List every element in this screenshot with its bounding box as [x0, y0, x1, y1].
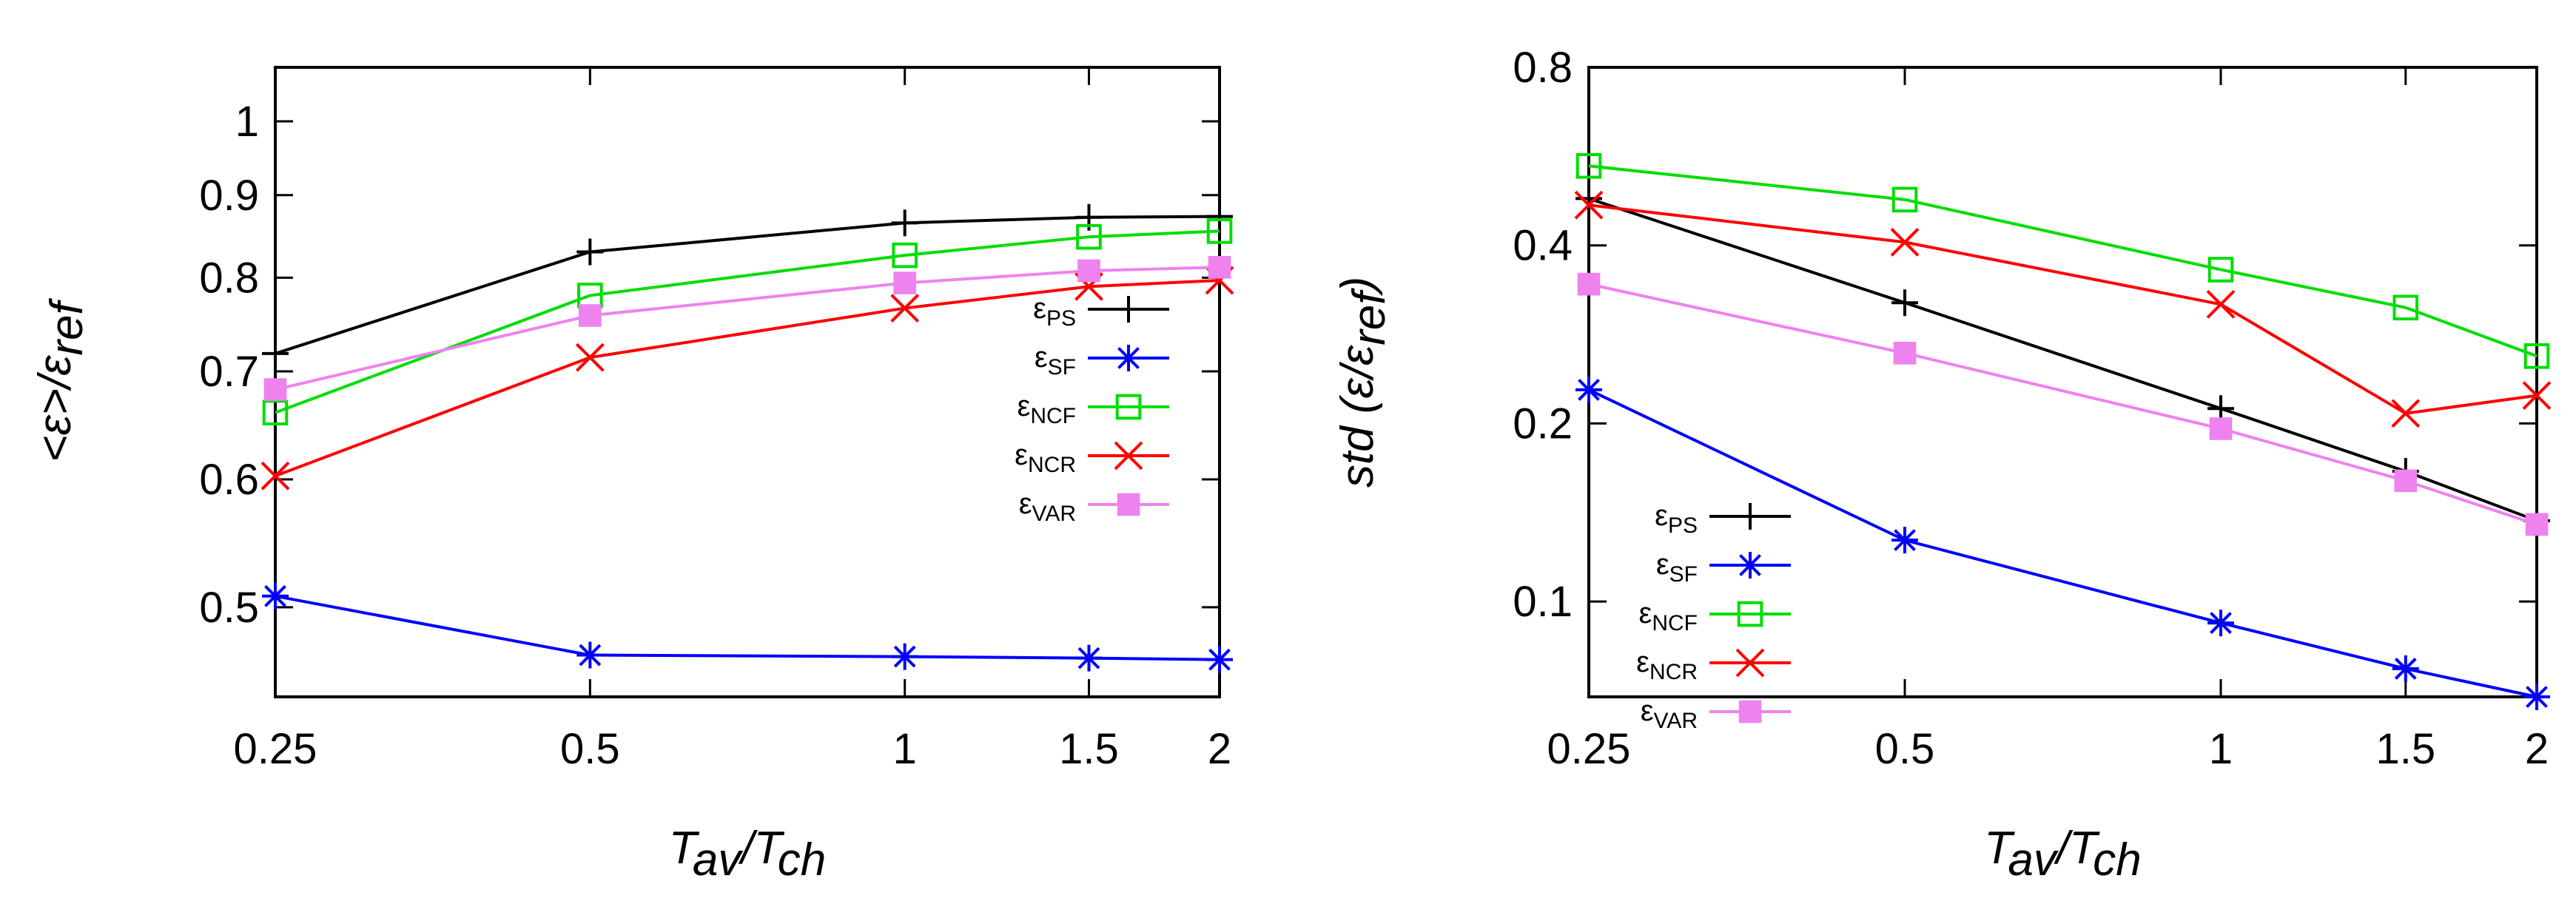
- data-point-series-4: [890, 294, 920, 323]
- series-line-3: [275, 229, 1220, 414]
- y-tick-label: 0.5: [199, 584, 259, 632]
- y-tick-label: 0.4: [1513, 222, 1573, 270]
- data-point-series-4: [575, 343, 605, 372]
- x-tick-label: 2: [2525, 725, 2549, 773]
- data-point-series-1: [262, 340, 289, 367]
- legend-label: εSF: [1656, 548, 1698, 587]
- x-tick-label: 0.25: [234, 725, 317, 773]
- series-line-4: [275, 278, 1220, 478]
- legend-marker: [1738, 700, 1762, 723]
- data-point-series-5: [2525, 513, 2549, 536]
- data-point-series-5: [2209, 417, 2233, 440]
- y-tick-label: 0.9: [199, 172, 259, 220]
- data-point-series-2: [1075, 644, 1103, 672]
- data-point-series-5: [2394, 469, 2418, 493]
- data-point-series-4: [260, 461, 290, 490]
- data-point-series-3: [1891, 186, 1918, 213]
- data-point-series-3: [2207, 257, 2234, 283]
- data-point-series-2: [2207, 610, 2234, 637]
- data-point-series-5: [1577, 272, 1601, 296]
- data-point-series-1: [891, 209, 918, 237]
- legend-label: εPS: [1033, 292, 1076, 331]
- data-point-series-3: [262, 399, 289, 426]
- x-tick-label: 1.5: [2375, 725, 2435, 773]
- legend-marker: [1737, 503, 1763, 530]
- x-tick-label: 0.25: [1547, 725, 1631, 773]
- x-axis-label: Tav/Tch: [1984, 823, 2142, 886]
- y-tick-label: 0.1: [1513, 578, 1573, 626]
- x-tick-label: 0.5: [560, 725, 620, 773]
- data-point-series-2: [891, 643, 918, 670]
- data-point-series-4: [2391, 399, 2421, 428]
- y-tick-label: 0.2: [1513, 399, 1573, 448]
- data-point-series-4: [1890, 227, 1920, 257]
- x-tick-label: 1: [893, 725, 917, 773]
- series-line-3: [1588, 164, 2538, 358]
- y-tick-label: 0.8: [199, 254, 259, 302]
- data-point-series-3: [1076, 223, 1102, 250]
- data-point-series-2: [2392, 655, 2419, 682]
- legend-label: εNCR: [1636, 646, 1698, 684]
- legend-marker: [1115, 296, 1142, 323]
- x-tick-label: 0.5: [1875, 725, 1935, 773]
- chart-panel-2: 0.25 0.5 1 1.5 2 0.1 0.2 0.4 0.8 Tav/Tch std (ε/εr…: [1332, 44, 2552, 886]
- data-point-series-3: [892, 242, 918, 269]
- data-point-series-5: [1893, 342, 1917, 365]
- x-axis-label: Tav/Tch: [669, 823, 827, 886]
- legend-marker: [1114, 441, 1143, 470]
- plot-frame: [1587, 66, 2538, 698]
- data-point-series-1: [1891, 289, 1918, 317]
- data-point-series-1: [1575, 185, 1602, 212]
- data-point-series-5: [579, 304, 602, 327]
- data-point-series-3: [2392, 294, 2419, 321]
- legend-marker: [1737, 601, 1763, 627]
- plot-frame: [274, 66, 1221, 698]
- chart-panel-1: 0.25 0.5 1 1.5 2 0.5 0.6 0.7 0.8 0.9 1 Tav/Tch <ε>/ε…: [30, 66, 1234, 886]
- data-point-series-2: [1575, 376, 1602, 403]
- legend-label: εVAR: [1019, 488, 1076, 526]
- legend-label: εVAR: [1641, 695, 1698, 733]
- data-point-series-5: [1077, 259, 1100, 283]
- data-point-series-2: [1206, 646, 1233, 673]
- x-tick-label: 1.5: [1059, 725, 1119, 773]
- legend-marker: [1117, 493, 1140, 516]
- y-axis-label: <ε>/εref: [30, 297, 93, 462]
- data-point-series-4: [1574, 190, 1604, 220]
- series-line-5: [275, 266, 1220, 391]
- data-point-series-3: [2523, 343, 2550, 369]
- series-line-2: [275, 594, 1220, 661]
- legend-label: εNCF: [1018, 390, 1077, 428]
- data-point-series-3: [1206, 218, 1233, 244]
- x-tick-label: 1: [2209, 725, 2233, 773]
- data-point-series-2: [2523, 684, 2550, 710]
- y-tick-label: 0.8: [1513, 44, 1573, 92]
- y-tick-label: 0.7: [199, 348, 259, 396]
- data-point-series-2: [1891, 527, 1918, 554]
- y-tick-label: 0.6: [199, 456, 259, 504]
- series-line-2: [1588, 388, 2538, 698]
- data-point-series-4: [2206, 289, 2236, 319]
- data-point-series-2: [576, 641, 604, 669]
- data-point-series-2: [262, 582, 289, 610]
- data-point-series-5: [893, 271, 916, 294]
- legend-marker: [1737, 552, 1763, 579]
- legend-label: εSF: [1035, 341, 1076, 380]
- y-axis-label: std (ε/εref): [1332, 277, 1395, 488]
- legend-label: εNCF: [1639, 597, 1698, 635]
- data-point-series-5: [263, 378, 287, 401]
- data-point-series-1: [576, 238, 604, 266]
- legend-marker: [1115, 345, 1142, 371]
- y-tick-label: 1: [235, 98, 259, 146]
- data-point-series-5: [1208, 256, 1231, 279]
- data-point-series-4: [2522, 381, 2552, 411]
- data-point-series-1: [1206, 203, 1233, 230]
- legend-label: εPS: [1655, 499, 1698, 538]
- legend-marker: [1735, 648, 1765, 678]
- legend-label: εNCR: [1015, 439, 1076, 477]
- legend-marker: [1115, 394, 1142, 420]
- x-tick-label: 2: [1208, 725, 1231, 773]
- data-point-series-3: [1575, 152, 1602, 179]
